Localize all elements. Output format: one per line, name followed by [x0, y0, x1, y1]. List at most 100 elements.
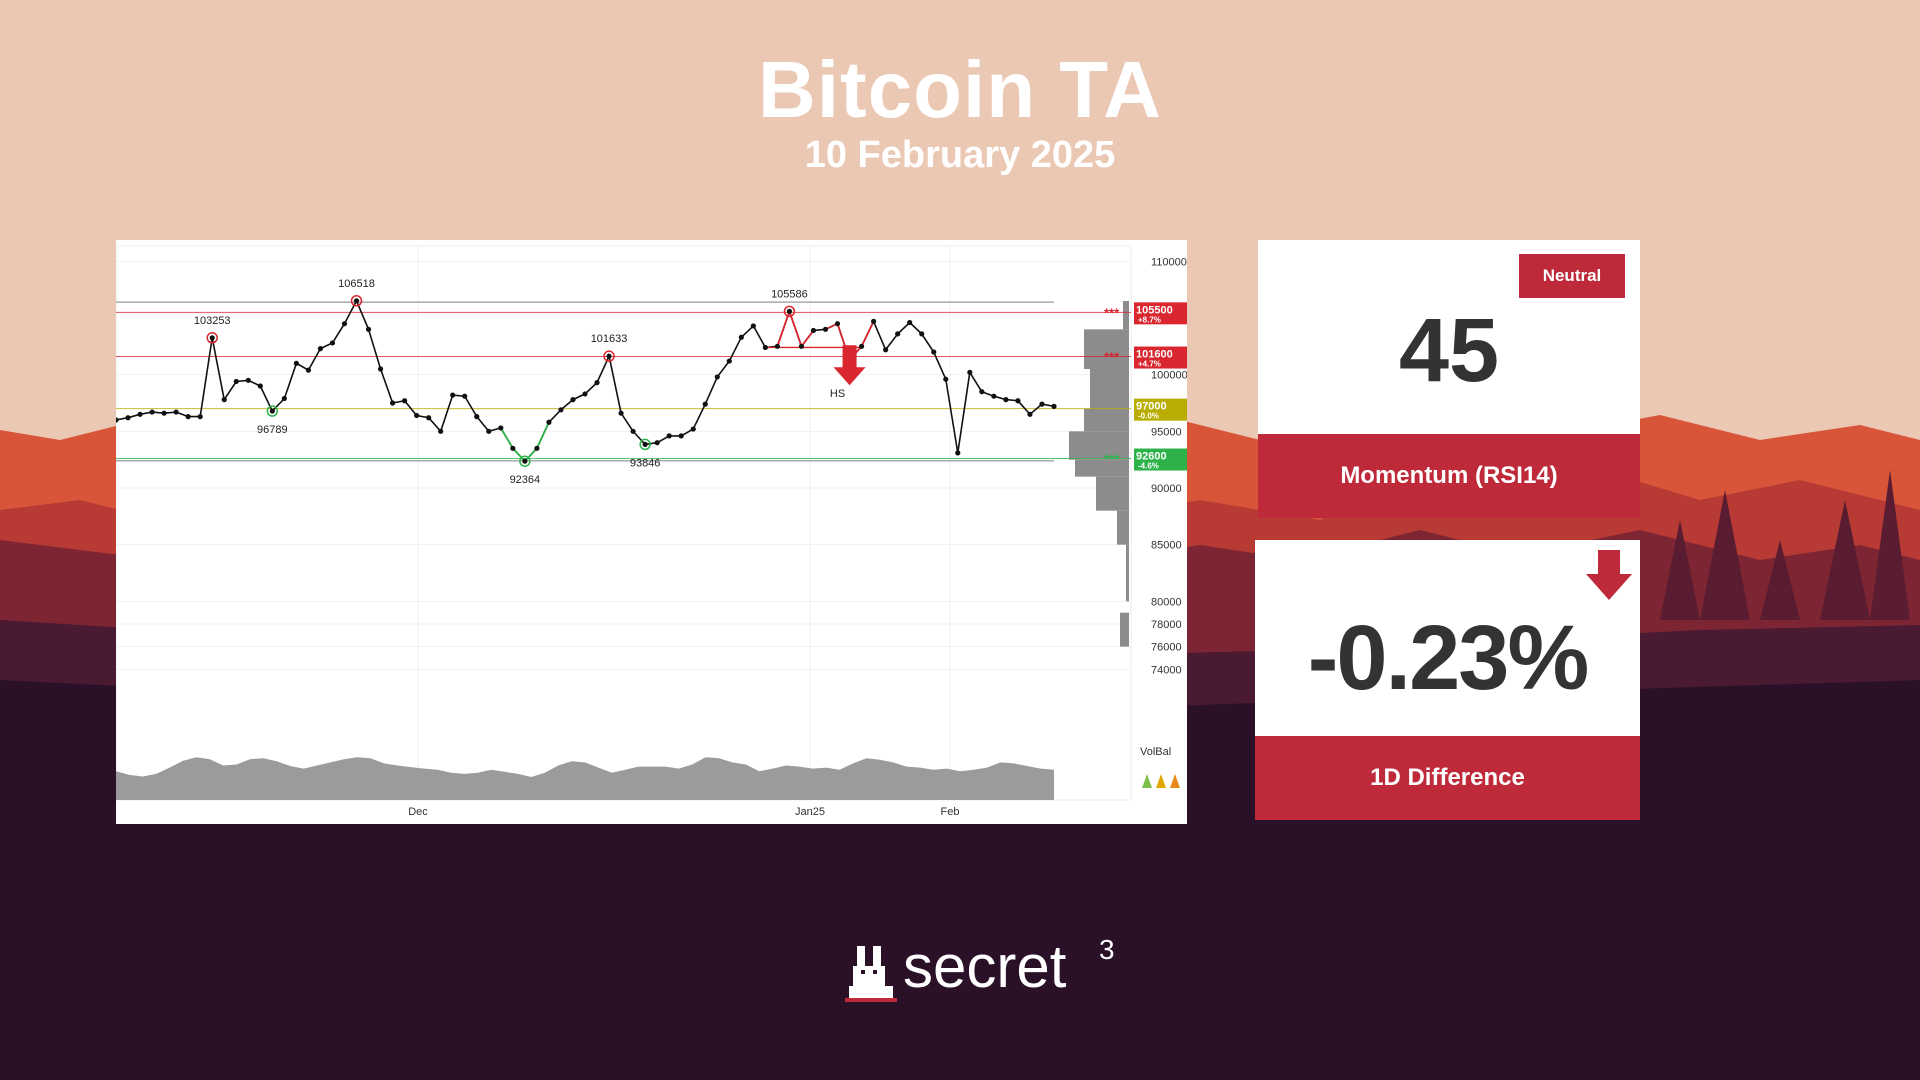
price-point — [786, 308, 793, 314]
level-tag-value: 101600 — [1136, 349, 1173, 361]
y-tick-label: 95000 — [1151, 426, 1182, 438]
level-tag — [1134, 302, 1187, 325]
price-point — [474, 414, 480, 420]
volume-profile-bar — [1123, 301, 1129, 330]
difference-card: -0.23% 1D Difference — [1255, 540, 1640, 820]
price-point — [991, 393, 997, 399]
price-point — [690, 426, 696, 432]
price-point — [642, 441, 648, 448]
price-point — [666, 433, 672, 439]
price-point — [606, 353, 612, 359]
level-tag-pct: -4.6% — [1138, 462, 1159, 471]
down-arrow-icon — [833, 345, 866, 386]
price-chart-panel: 110000 100000 95000 90000 85000 80000 78000 760… — [116, 240, 1187, 824]
pattern-label: HS — [830, 388, 845, 400]
y-tick-label: 110000 — [1151, 256, 1187, 268]
price-point — [919, 331, 925, 337]
swing-marker — [206, 332, 218, 344]
volume-profile-bar — [1075, 459, 1129, 477]
level-tag-value: 97000 — [1136, 401, 1167, 413]
y-tick-label: 90000 — [1151, 483, 1182, 495]
price-point — [618, 410, 624, 416]
rsi-label: Momentum (RSI14) — [1258, 434, 1640, 518]
price-point — [221, 397, 227, 403]
price-point — [402, 398, 408, 404]
swing-label: 106518 — [338, 278, 375, 290]
price-point — [414, 412, 420, 419]
difference-value: -0.23% — [1307, 607, 1590, 709]
price-point — [125, 415, 131, 421]
level-stars: *** — [1104, 350, 1120, 365]
price-point — [116, 417, 119, 423]
price-point — [149, 409, 155, 415]
price-point — [798, 343, 805, 349]
volume-profile-bar — [1126, 544, 1129, 602]
level-tag-value: 105500 — [1136, 304, 1173, 316]
price-point — [654, 440, 660, 446]
price-point — [197, 414, 203, 420]
price-point — [822, 326, 829, 332]
level-tag — [1134, 398, 1187, 421]
level-tag-pct: +8.7% — [1138, 315, 1161, 324]
swing-label: 92364 — [510, 474, 541, 486]
brand-superscript: 3 — [1099, 934, 1115, 965]
price-point — [498, 425, 504, 431]
page-date: 10 February 2025 — [804, 134, 1116, 176]
price-point — [329, 340, 336, 346]
x-tick-label: Dec — [408, 806, 428, 818]
price-point — [895, 331, 901, 337]
level-stars: *** — [1104, 452, 1120, 467]
swing-label: 103253 — [194, 315, 231, 327]
price-point — [907, 319, 913, 326]
plot-area — [116, 245, 1132, 801]
price-point — [810, 327, 817, 334]
price-point — [750, 323, 756, 329]
price-point — [726, 358, 732, 364]
swing-marker — [350, 295, 363, 307]
difference-label: 1D Difference — [1255, 736, 1640, 820]
price-point — [762, 344, 768, 351]
price-point — [137, 411, 143, 417]
price-point — [534, 445, 540, 451]
price-point — [269, 408, 275, 414]
price-point — [462, 393, 468, 399]
y-tick-label: 80000 — [1151, 596, 1182, 608]
price-chart: 110000 100000 95000 90000 85000 80000 78000 760… — [116, 245, 1187, 818]
price-point — [450, 392, 456, 398]
price-point — [1051, 403, 1057, 409]
price-point — [702, 401, 708, 407]
price-point — [1015, 398, 1021, 404]
price-point — [438, 428, 444, 434]
swing-marker — [519, 455, 531, 467]
price-point — [173, 409, 179, 415]
price-point — [365, 326, 372, 332]
level-tag — [1134, 448, 1187, 471]
price-point — [522, 458, 528, 464]
swing-label: 105586 — [771, 288, 808, 300]
swing-label: 96789 — [257, 424, 288, 436]
price-point — [377, 366, 384, 372]
page-title: Bitcoin TA — [757, 45, 1163, 134]
price-point — [714, 374, 720, 380]
price-point — [293, 360, 299, 366]
price-point — [858, 343, 865, 349]
price-point — [257, 383, 263, 389]
y-tick-label: 78000 — [1151, 619, 1182, 631]
resistance-segment — [776, 308, 815, 349]
price-point — [630, 428, 636, 434]
price-point — [281, 395, 287, 402]
price-point — [738, 334, 744, 340]
level-stars: *** — [1104, 305, 1120, 320]
price-point — [510, 445, 516, 451]
y-tick-label: 100000 — [1151, 370, 1187, 382]
price-point — [955, 450, 961, 456]
volbal-label: VolBal — [1140, 746, 1171, 758]
price-point — [582, 391, 588, 397]
bunny-icon — [845, 946, 897, 1002]
volume-profile-bar — [1069, 431, 1129, 460]
price-point — [834, 321, 841, 327]
price-point — [317, 346, 324, 352]
x-tick-label: Jan25 — [795, 806, 825, 818]
price-point — [558, 407, 564, 413]
volume-profile-bar — [1120, 612, 1129, 647]
